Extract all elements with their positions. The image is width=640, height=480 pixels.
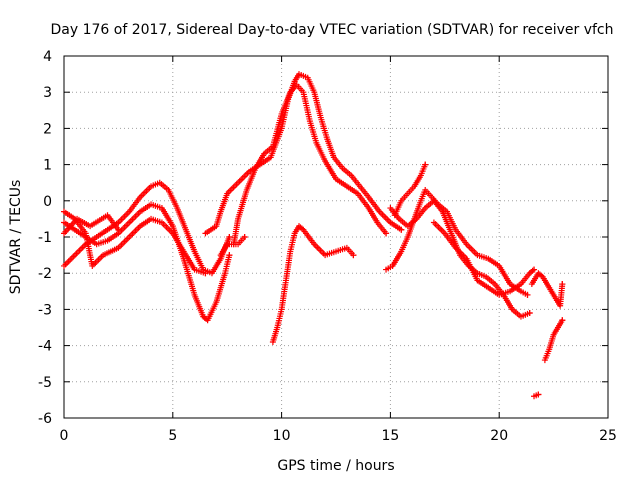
data-point <box>202 270 209 277</box>
data-point <box>559 317 566 324</box>
series-arc-d <box>61 212 122 237</box>
data-points <box>61 71 566 400</box>
y-tick-label: -1 <box>38 230 52 246</box>
data-point <box>422 161 429 168</box>
y-tick-label: 0 <box>43 194 52 210</box>
y-tick-label: 3 <box>43 85 52 101</box>
series-arc-n <box>541 317 566 364</box>
data-point <box>226 234 233 240</box>
y-tick-labels: 4 3 2 1 0 -1 -2 -3 -4 -5 -6 <box>38 49 52 427</box>
series-arc-l <box>430 219 538 298</box>
series-arc-g <box>217 234 248 259</box>
data-point <box>350 252 357 259</box>
grid <box>64 56 608 418</box>
x-tick-label: 10 <box>273 428 291 444</box>
data-point <box>383 230 390 237</box>
series-arc-f <box>230 81 390 248</box>
y-axis-label: SDTVAR / TECUs <box>8 180 24 295</box>
y-tick-label: 2 <box>43 121 52 137</box>
series-arc-i <box>383 186 531 298</box>
y-tick-label: -4 <box>38 339 52 355</box>
data-point <box>241 234 248 240</box>
x-tick-label: 25 <box>599 428 617 444</box>
data-point <box>115 226 122 233</box>
y-tick-label: -5 <box>38 375 52 391</box>
axis-ticks <box>63 55 609 419</box>
y-tick-label: -3 <box>38 302 52 318</box>
x-axis-label: GPS time / hours <box>277 458 394 474</box>
series-arc-k <box>387 197 533 320</box>
y-tick-label: 1 <box>43 158 52 174</box>
series-arc-h <box>269 223 357 345</box>
series-arc-a <box>61 179 233 277</box>
series-arc-o <box>531 391 542 400</box>
x-tick-labels: 0 5 10 15 20 25 <box>60 428 617 444</box>
series-arc-e <box>202 71 405 237</box>
x-tick-label: 5 <box>168 428 177 444</box>
data-point <box>398 226 405 233</box>
x-tick-label: 0 <box>60 428 69 444</box>
data-point <box>524 291 531 298</box>
data-point <box>559 281 566 288</box>
y-tick-label: -2 <box>38 266 52 282</box>
data-point <box>526 310 533 317</box>
series-arc-m <box>528 270 566 309</box>
x-tick-label: 15 <box>381 428 399 444</box>
series-arc-b <box>61 201 233 324</box>
y-tick-label: -6 <box>38 411 52 427</box>
data-point <box>535 391 542 398</box>
data-point <box>531 266 538 273</box>
data-point <box>226 252 233 259</box>
y-tick-label: 4 <box>43 49 52 65</box>
series-arc-j <box>391 161 429 219</box>
x-tick-label: 20 <box>490 428 508 444</box>
chart-title: Day 176 of 2017, Sidereal Day-to-day VTE… <box>50 22 613 38</box>
